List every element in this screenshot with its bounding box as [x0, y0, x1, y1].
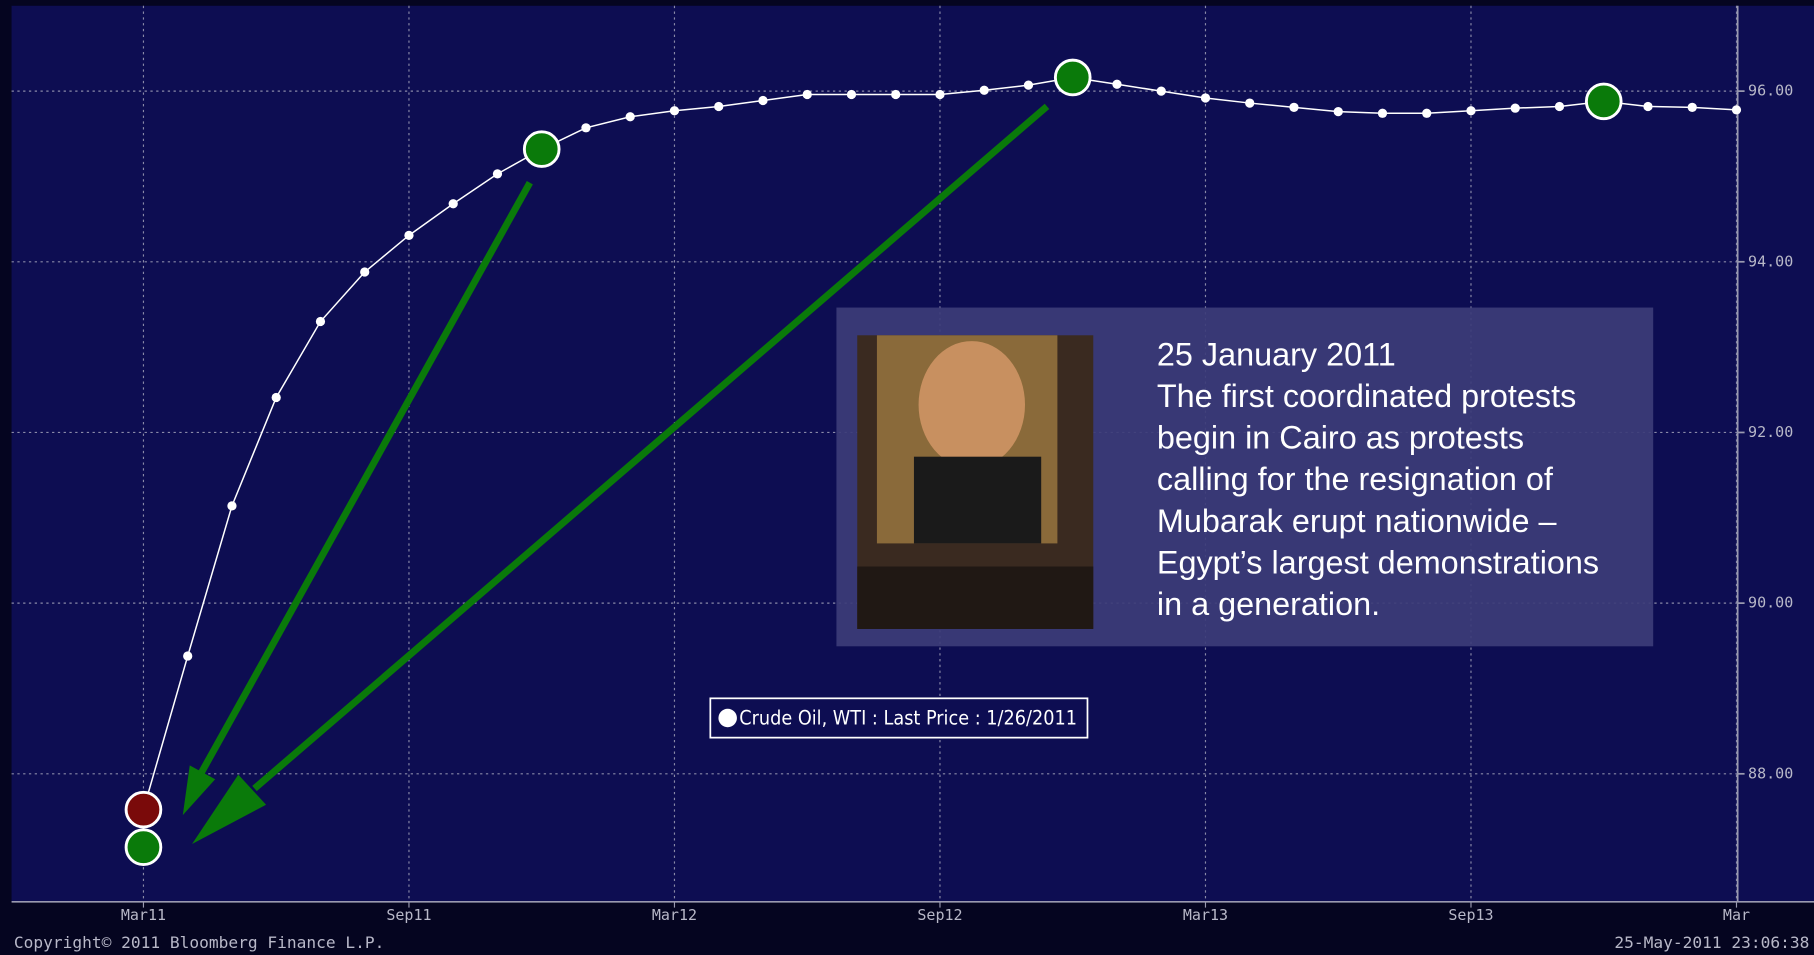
highlight-point [1053, 58, 1092, 97]
point [227, 501, 237, 511]
point [935, 89, 945, 100]
y-tick-label: 90.00 [1748, 594, 1793, 612]
point [1510, 103, 1520, 113]
photo-crowd [857, 566, 1094, 629]
arrow [252, 103, 1050, 792]
photo-face [918, 341, 1026, 469]
annotation-line: 25 January 2011 [1157, 336, 1396, 372]
annotation: 25 January 2011 The first coordinated pro… [1157, 336, 1599, 622]
y-tick-label: 92.00 [1748, 423, 1793, 441]
y-tick-label: 96.00 [1748, 82, 1793, 100]
copyright: Copyright© 2011 Bloomberg Finance L.P. [14, 933, 384, 952]
point [1023, 80, 1034, 90]
point [758, 95, 768, 106]
photo-suit [913, 456, 1042, 544]
highlight-point [124, 828, 163, 866]
annotation-line: calling for the resignation of [1157, 461, 1554, 497]
point [1687, 102, 1697, 112]
x-tick-label: Sep13 [1448, 906, 1493, 924]
point [1333, 106, 1343, 117]
point [1377, 108, 1388, 118]
point [183, 651, 193, 661]
arrows [182, 103, 1050, 845]
highlight-point [124, 790, 163, 829]
y-tick-label: 88.00 [1748, 764, 1793, 782]
point [1156, 86, 1166, 96]
point [714, 101, 724, 112]
annotation-line: Mubarak erupt nationwide – [1157, 503, 1557, 539]
point [1245, 98, 1255, 108]
annotation-line: in a generation. [1157, 586, 1380, 622]
point [846, 89, 857, 100]
x-tick-label: Mar11 [121, 906, 166, 924]
legend-marker [718, 708, 737, 728]
points [124, 58, 1742, 866]
y-tick-label: 94.00 [1748, 252, 1793, 270]
point [448, 199, 458, 209]
point [1731, 105, 1742, 115]
point [1422, 108, 1432, 118]
point [625, 112, 635, 122]
arrow-head [192, 774, 267, 845]
point [492, 169, 503, 179]
timestamp: 25-May-2011 23:06:38 [1614, 933, 1809, 952]
arrow-head [182, 765, 216, 816]
annotation-line: The first coordinated protests [1157, 378, 1576, 414]
x-tick-label: Mar [1723, 906, 1750, 924]
highlight-point [522, 130, 561, 168]
point [979, 85, 989, 95]
x-tick-label: Sep11 [386, 906, 431, 924]
point [1200, 93, 1211, 103]
point [891, 89, 901, 100]
point [404, 230, 414, 240]
x-tick-label: Mar13 [1183, 906, 1228, 924]
point [581, 123, 591, 133]
point [360, 267, 370, 277]
x-tick-label: Mar12 [652, 906, 697, 924]
point [1643, 101, 1653, 112]
annotation-line: Egypt’s largest demonstrations [1157, 544, 1599, 580]
point [315, 316, 326, 327]
point [1112, 79, 1122, 89]
point [271, 392, 281, 403]
point [669, 106, 680, 116]
point [802, 89, 812, 100]
arrow [195, 180, 533, 779]
point [1554, 101, 1565, 112]
point [1289, 102, 1299, 112]
photo [857, 335, 1094, 629]
highlight-point [1584, 82, 1623, 121]
point [1466, 106, 1476, 116]
annotation-line: begin in Cairo as protests [1157, 420, 1524, 456]
legend-label: Crude Oil, WTI : Last Price : 1/26/2011 [739, 707, 1077, 730]
x-tick-label: Sep12 [917, 906, 962, 924]
legend [709, 697, 1089, 739]
